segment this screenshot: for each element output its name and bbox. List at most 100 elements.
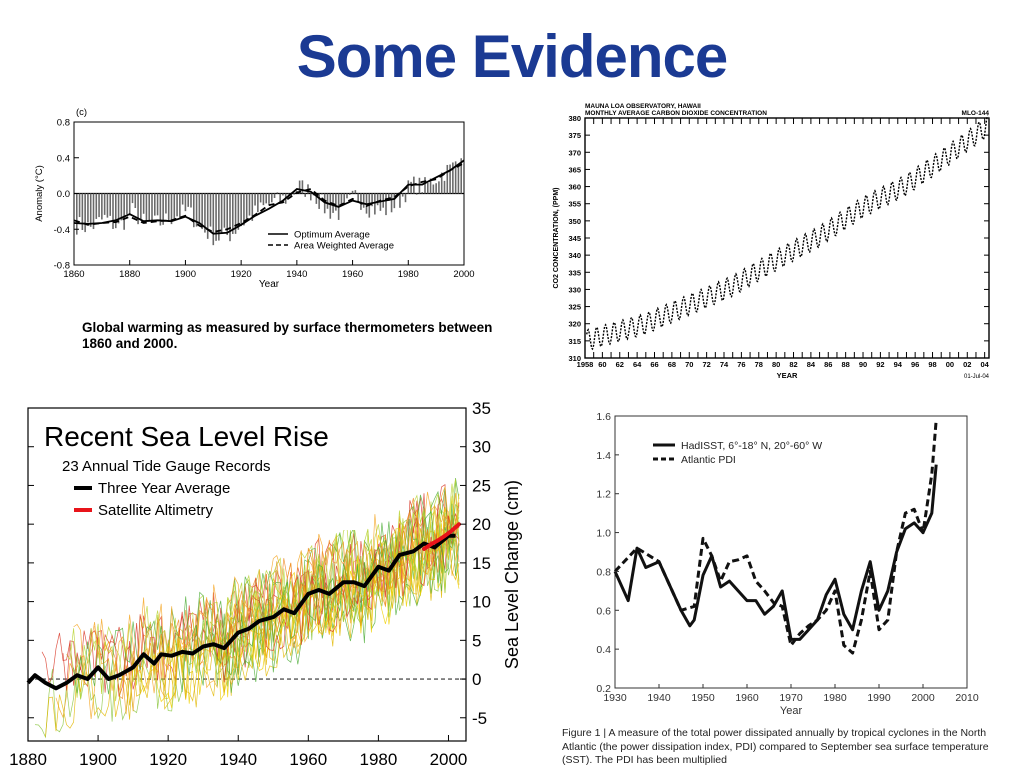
sea-level-rise-chart: Recent Sea Level Rise 23 Annual Tide Gaug… xyxy=(9,399,522,768)
y-tick-label: -0.8 xyxy=(54,261,70,272)
x-tick-label: 64 xyxy=(633,360,642,369)
y-tick-label: 0.4 xyxy=(596,644,611,656)
temperature-anomaly-chart: 1860 1880 1900 1920 1940 1960 1980 2000 -0.8 -0.4… xyxy=(34,107,475,290)
x-tick-label: 2000 xyxy=(911,692,935,704)
x-tick-label: 68 xyxy=(668,360,676,369)
legend-label: Area Weighted Average xyxy=(294,241,394,252)
y-tick-label: 320 xyxy=(568,320,581,329)
y-tick-label: 1.0 xyxy=(596,528,611,540)
tide-gauge-record-line xyxy=(164,521,460,708)
plot-frame xyxy=(614,415,968,689)
y-tick-label: 345 xyxy=(568,234,581,243)
legend-label: Optimum Average xyxy=(294,230,370,241)
y-tick-label: 0.4 xyxy=(57,153,70,164)
x-tick-label: 1958 xyxy=(577,360,594,369)
x-tick-label: 92 xyxy=(876,360,884,369)
chart-date: 01-Jul-04 xyxy=(964,374,990,380)
y-tick-label: 0.8 xyxy=(57,118,70,129)
x-tick-label: 1940 xyxy=(647,692,671,704)
y-tick-label: 1.6 xyxy=(596,411,611,423)
y-tick-label: 0.8 xyxy=(596,566,611,578)
x-tick-label: 98 xyxy=(928,360,936,369)
y-tick-label: 20 xyxy=(472,515,491,534)
y-tick-label: -5 xyxy=(472,709,487,728)
chart-header-line-1: MAUNA LOA OBSERVATORY, HAWAII xyxy=(585,103,701,110)
y-tick-label: 355 xyxy=(568,200,581,209)
x-tick-label: 1920 xyxy=(149,750,187,768)
y-tick-label: 25 xyxy=(472,476,491,495)
y-tick-label: 315 xyxy=(568,337,581,346)
y-tick-label: 0.6 xyxy=(596,605,611,617)
plot-frame xyxy=(584,117,990,359)
x-tick-label: 1860 xyxy=(63,269,84,280)
x-tick-label: 1970 xyxy=(779,692,803,704)
x-tick-label: 02 xyxy=(963,360,971,369)
x-tick-label: 1900 xyxy=(175,269,196,280)
pdi-sst-chart: 1930 1940 1950 1960 1970 1980 1990 2000 2010 0.2 0… xyxy=(596,411,979,717)
x-tick-label: 04 xyxy=(980,360,989,369)
x-tick-label: 70 xyxy=(685,360,693,369)
x-tick-label: 72 xyxy=(702,360,710,369)
legend-label: Three Year Average xyxy=(98,480,230,497)
x-tick-label: 2010 xyxy=(955,692,979,704)
chart-title: Recent Sea Level Rise xyxy=(44,421,329,452)
pdi-chart-caption: Figure 1 | A measure of the total power … xyxy=(562,727,1017,768)
y-tick-label: 350 xyxy=(568,217,581,226)
x-tick-label: 66 xyxy=(650,360,658,369)
x-tick-label: 1950 xyxy=(691,692,715,704)
three-year-average-line xyxy=(26,533,456,691)
x-tick-label: 74 xyxy=(720,360,729,369)
x-axis-label: YEAR xyxy=(777,371,798,380)
tide-gauge-record-line xyxy=(69,509,460,702)
x-tick-label: 1930 xyxy=(603,692,627,704)
y-tick-label: 1.2 xyxy=(596,489,611,501)
x-tick-label: 82 xyxy=(789,360,797,369)
co2-concentration-chart: 310 315 320 325 330 335 340 345 350 355 360 365 370 3… xyxy=(553,103,990,380)
x-tick-label: 1880 xyxy=(9,750,47,768)
y-tick-label: 335 xyxy=(568,268,581,277)
legend-label: Atlantic PDI xyxy=(681,454,736,466)
tide-gauge-record-line xyxy=(220,522,460,693)
temperature-chart-caption: Global warming as measured by surface th… xyxy=(82,320,493,351)
x-tick-label: 94 xyxy=(894,360,903,369)
satellite-altimetry-line xyxy=(422,522,461,551)
x-tick-label: 1880 xyxy=(119,269,140,280)
x-tick-label: 1960 xyxy=(289,750,327,768)
x-tick-label: 1900 xyxy=(79,750,117,768)
y-tick-label: 0.0 xyxy=(57,189,70,200)
x-tick-label: 62 xyxy=(616,360,624,369)
pdi-caption-text: Figure 1 | A measure of the total power … xyxy=(562,727,989,766)
x-tick-label: 78 xyxy=(755,360,763,369)
x-tick-label: 1990 xyxy=(867,692,891,704)
x-tick-label: 1980 xyxy=(823,692,847,704)
x-tick-label: 1960 xyxy=(735,692,759,704)
y-axis-label: Sea Level Change (cm) xyxy=(502,480,522,669)
chart-header-line-2: MONTHLY AVERAGE CARBON DIOXIDE CONCENTRA… xyxy=(585,110,767,117)
x-axis-label: Year xyxy=(259,279,280,290)
y-tick-label: 5 xyxy=(472,631,481,650)
x-tick-label: 1920 xyxy=(231,269,252,280)
y-axis-label: CO2 CONCENTRATION, (PPM) xyxy=(553,188,560,289)
area-weighted-average-line xyxy=(73,162,465,233)
x-axis-label: Year xyxy=(780,705,803,717)
y-tick-label: 1.4 xyxy=(596,450,611,462)
x-tick-label: 1980 xyxy=(398,269,419,280)
x-tick-label: 86 xyxy=(824,360,832,369)
x-tick-label: 60 xyxy=(598,360,606,369)
x-tick-label: 80 xyxy=(772,360,780,369)
y-tick-label: 15 xyxy=(472,554,491,573)
x-tick-label: 2000 xyxy=(453,269,474,280)
chart-subtitle: 23 Annual Tide Gauge Records xyxy=(62,458,270,475)
y-tick-label: -0.4 xyxy=(54,225,70,236)
tide-gauge-record-line xyxy=(182,497,460,667)
x-tick-label: 76 xyxy=(737,360,745,369)
y-tick-label: 365 xyxy=(568,165,581,174)
x-tick-label: 00 xyxy=(946,360,954,369)
y-tick-label: 35 xyxy=(472,399,491,418)
y-tick-label: 0 xyxy=(472,670,481,689)
x-tick-label: 90 xyxy=(859,360,867,369)
legend-label: HadISST, 6°-18° N, 20°-60° W xyxy=(681,440,822,452)
legend-label: Satellite Altimetry xyxy=(98,502,214,519)
panel-label: (c) xyxy=(76,107,87,118)
tide-gauge-record-line xyxy=(125,524,460,706)
